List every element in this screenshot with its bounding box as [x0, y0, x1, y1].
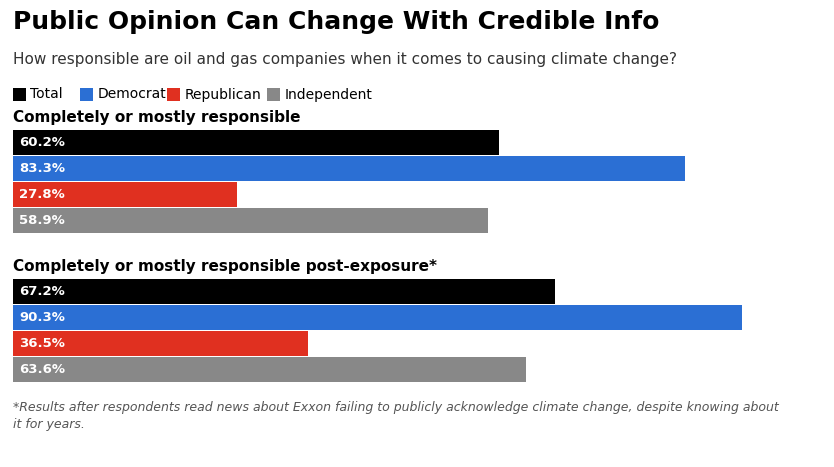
Text: Public Opinion Can Change With Credible Info: Public Opinion Can Change With Credible … [13, 10, 660, 34]
Bar [13, 156, 686, 181]
Text: 58.9%: 58.9% [19, 214, 65, 227]
Bar [13, 305, 741, 330]
Text: *Results after respondents read news about Exxon failing to publicly acknowledge: *Results after respondents read news abo… [13, 401, 779, 431]
Text: 67.2%: 67.2% [19, 285, 65, 298]
Text: Completely or mostly responsible: Completely or mostly responsible [13, 110, 300, 125]
Bar [13, 208, 489, 233]
Text: 60.2%: 60.2% [19, 136, 65, 149]
Text: Democrat: Democrat [98, 87, 166, 101]
Bar [268, 88, 280, 101]
Text: 90.3%: 90.3% [19, 311, 65, 324]
Bar [13, 130, 499, 155]
Bar [13, 182, 238, 207]
Text: Independent: Independent [284, 87, 372, 101]
Text: How responsible are oil and gas companies when it comes to causing climate chang: How responsible are oil and gas companie… [13, 52, 677, 67]
Text: 63.6%: 63.6% [19, 363, 65, 376]
Text: Completely or mostly responsible post-exposure*: Completely or mostly responsible post-ex… [13, 259, 437, 274]
Text: 36.5%: 36.5% [19, 337, 65, 350]
Text: Total: Total [30, 87, 63, 101]
Bar [168, 88, 180, 101]
Bar [13, 88, 26, 101]
Text: 83.3%: 83.3% [19, 162, 65, 175]
Text: Republican: Republican [184, 87, 261, 101]
Bar [81, 88, 93, 101]
Bar [13, 357, 526, 382]
Text: 27.8%: 27.8% [19, 188, 65, 201]
Bar [13, 279, 555, 304]
Bar [13, 331, 308, 356]
